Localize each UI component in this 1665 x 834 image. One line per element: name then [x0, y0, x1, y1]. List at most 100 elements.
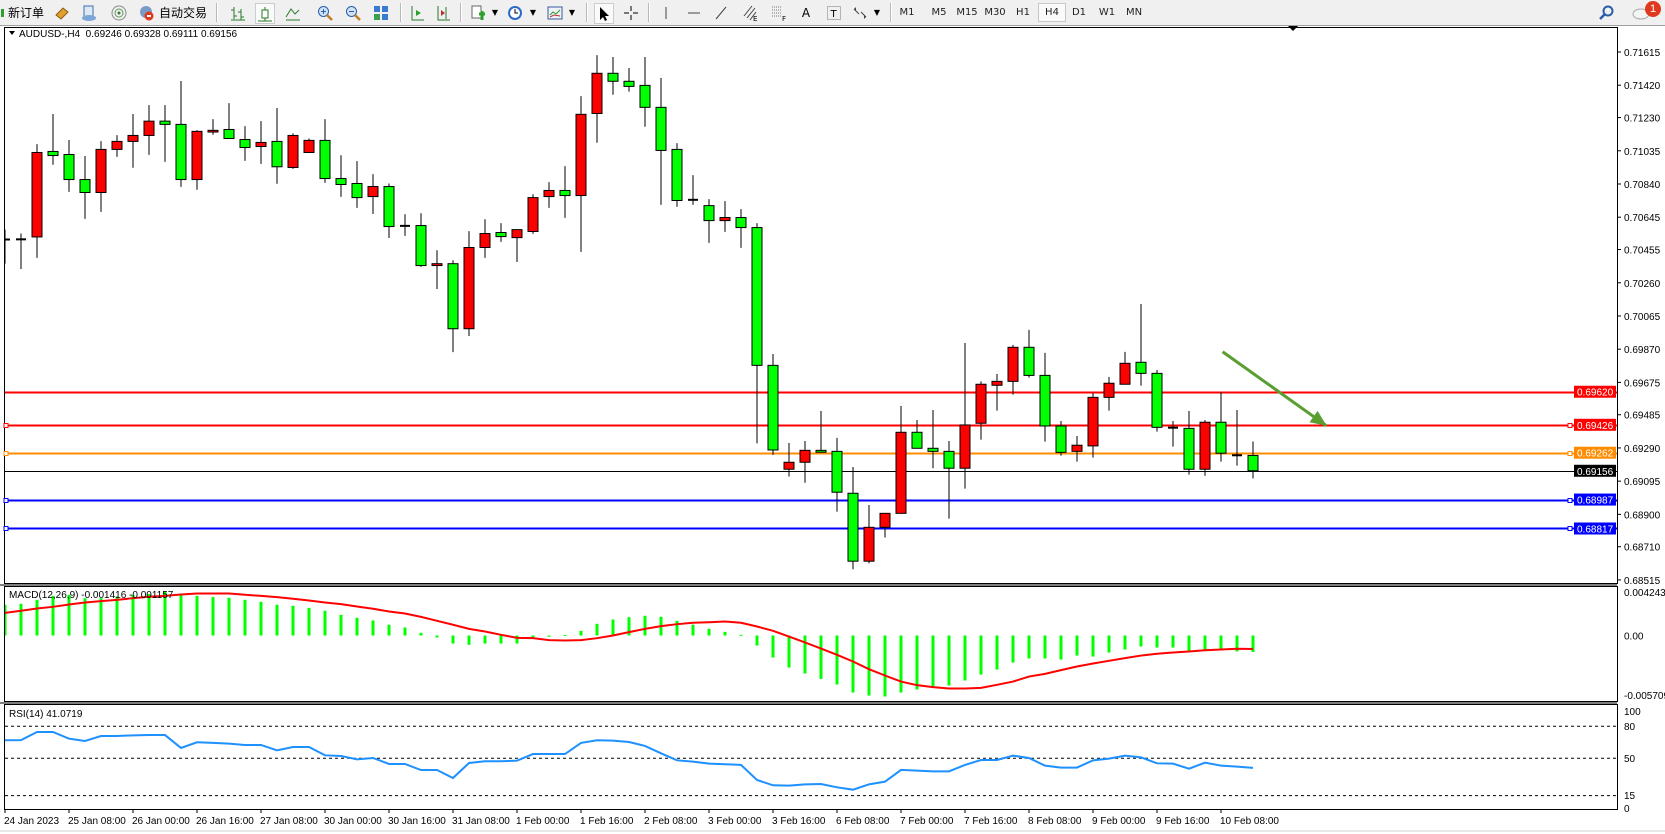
level-handle-left[interactable]: [3, 526, 9, 531]
candle: [287, 133, 299, 169]
timeframe-m5[interactable]: M5: [931, 7, 947, 18]
text-icon[interactable]: A: [801, 5, 811, 20]
candle-body: [431, 263, 443, 267]
time-label: 30 Jan 16:00: [388, 816, 446, 827]
chart-shift-marker-icon[interactable]: [1288, 26, 1298, 31]
chart-header: AUDUSD-,H4 0.69246 0.69328 0.69111 0.691…: [19, 29, 238, 40]
rsi-tick-label: 15: [1624, 791, 1636, 802]
vertical-line-icon[interactable]: [657, 3, 675, 22]
templates-icon[interactable]: [546, 3, 564, 22]
candle: [751, 223, 763, 444]
toolbar-separator: [216, 3, 218, 22]
community-icon[interactable]: [80, 3, 98, 22]
gold-icon[interactable]: [53, 3, 71, 22]
level-handle-left[interactable]: [3, 498, 9, 503]
search-icon[interactable]: [1596, 3, 1616, 22]
templates-dropdown-icon[interactable]: ▼: [568, 8, 576, 17]
timeframe-mn[interactable]: MN: [1125, 7, 1143, 18]
level-handle-left[interactable]: [3, 423, 9, 428]
candle: [1183, 410, 1195, 475]
fibonacci-icon[interactable]: F: [770, 3, 788, 22]
macd-histogram-bar: [51, 595, 55, 636]
timeframe-w1[interactable]: W1: [1098, 7, 1116, 18]
text-label-icon[interactable]: T: [825, 3, 843, 22]
candle: [143, 105, 155, 155]
arrow-shaft[interactable]: [1221, 350, 1328, 428]
notification-badge[interactable]: 1: [1645, 1, 1661, 17]
indicators-icon[interactable]: [469, 3, 487, 22]
level-handle-right[interactable]: [1567, 498, 1573, 503]
arrow-head[interactable]: [1309, 410, 1327, 426]
candlestick-icon[interactable]: [255, 3, 275, 24]
chart-shift-icon[interactable]: [434, 3, 452, 22]
arrows-dropdown-icon[interactable]: ▼: [873, 8, 881, 17]
candle: [400, 214, 410, 236]
candle-body: [1151, 372, 1163, 428]
candle-body: [831, 450, 843, 493]
candle: [847, 467, 859, 570]
macd-histogram-bar: [707, 628, 711, 636]
new-order-button[interactable]: 新订单: [7, 6, 44, 20]
candle-body: [639, 84, 651, 108]
equidistant-channel-icon[interactable]: E: [741, 3, 761, 22]
collapse-triangle-icon[interactable]: [9, 31, 15, 35]
level-handle-right[interactable]: [1567, 423, 1573, 428]
macd-histogram-bar: [19, 603, 23, 636]
level-price-tag: [1574, 493, 1616, 506]
level-handle-right[interactable]: [1567, 451, 1573, 456]
candle-body: [367, 186, 379, 198]
arrows-icon[interactable]: [851, 3, 869, 22]
new-order-icon[interactable]: [0, 3, 10, 22]
signals-icon[interactable]: [110, 3, 128, 22]
price-axis[interactable]: 0.71615 0.71420 0.71230 0.71035 0.70840 0.706…: [1617, 27, 1661, 587]
timeframe-h4[interactable]: H4: [1038, 3, 1066, 22]
crosshair-icon[interactable]: [622, 3, 640, 22]
periods-dropdown-icon[interactable]: ▼: [529, 8, 537, 17]
tile-windows-icon[interactable]: [372, 3, 390, 22]
macd-header: MACD(12,26,9) -0.001416 -0.001157: [9, 590, 174, 601]
zoom-out-icon[interactable]: [344, 3, 362, 22]
candle: [975, 381, 987, 440]
candle-body: [623, 80, 635, 87]
auto-trading-icon[interactable]: [137, 3, 155, 22]
macd-histogram-bar: [771, 635, 775, 658]
candle-body: [991, 380, 1003, 386]
macd-histogram-bar: [419, 632, 423, 636]
timeframe-m30[interactable]: M30: [984, 7, 1006, 18]
timeframe-d1[interactable]: D1: [1071, 7, 1087, 18]
indicators-dropdown-icon[interactable]: ▼: [491, 8, 499, 17]
candle-body: [1119, 362, 1131, 385]
cursor-icon[interactable]: [594, 3, 614, 24]
rsi-panel-frame: [4, 704, 1618, 810]
macd-histogram-bar: [691, 624, 695, 636]
periods-icon[interactable]: [506, 3, 524, 22]
level-price-label: 0.69156: [1577, 467, 1614, 478]
candle-body: [751, 227, 763, 366]
autoscroll-icon[interactable]: [408, 3, 426, 22]
line-chart-icon[interactable]: [284, 3, 302, 22]
candle: [543, 182, 555, 208]
candle: [271, 108, 283, 184]
annotation-arrow[interactable]: [1221, 350, 1328, 428]
candle: [799, 440, 811, 483]
horizontal-line-icon[interactable]: [685, 3, 703, 22]
macd-histogram-bar: [755, 635, 759, 646]
macd-signal-line: [5, 592, 1254, 690]
macd-histogram-bar: [1155, 635, 1159, 648]
price-tick-label: 0.69870: [1624, 345, 1661, 356]
trendline-icon[interactable]: [712, 3, 730, 22]
macd-histogram-bar: [739, 634, 743, 636]
bar-chart-icon[interactable]: [229, 3, 247, 22]
level-handle-left[interactable]: [3, 451, 9, 456]
rsi-header: RSI(14) 41.0719: [9, 709, 83, 720]
toolbar-separator: [890, 3, 892, 22]
macd-histogram-bar: [851, 635, 855, 693]
zoom-in-icon[interactable]: [316, 3, 334, 22]
timeframe-h1[interactable]: H1: [1016, 7, 1030, 18]
auto-trading-button[interactable]: 自动交易: [158, 6, 207, 20]
timeframe-m1[interactable]: M1: [899, 7, 915, 18]
timeframe-m15[interactable]: M15: [956, 7, 978, 18]
time-label: 30 Jan 00:00: [324, 816, 382, 827]
level-handle-right[interactable]: [1567, 526, 1573, 531]
